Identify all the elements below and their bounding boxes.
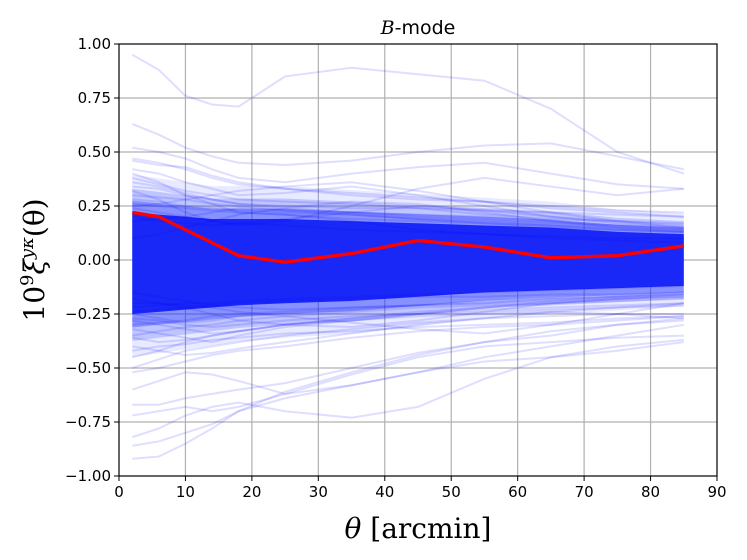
band-halo (132, 188, 684, 341)
y-tick-label: −1.00 (65, 467, 111, 485)
realization-line (132, 146, 684, 190)
y-tick-label: −0.50 (65, 359, 111, 377)
realization-line (132, 323, 684, 417)
band-halo (132, 200, 684, 328)
y-tick-label: −0.25 (65, 305, 111, 323)
realization-line (132, 181, 684, 218)
x-tick-label: 80 (641, 483, 660, 501)
y-tick-label: 0.50 (78, 143, 111, 161)
mean-line (132, 210, 685, 264)
realization-line (131, 338, 684, 439)
realization-line (132, 202, 684, 233)
realization-line (132, 291, 684, 344)
x-tick-label: 30 (309, 483, 328, 501)
realization-line (132, 295, 684, 335)
realization-line (132, 315, 684, 352)
x-tick-label: 40 (375, 483, 394, 501)
band-core (132, 212, 684, 314)
x-tick-label: 0 (114, 483, 124, 501)
realization-line (132, 207, 684, 233)
realization-line (132, 291, 684, 311)
realization-line (131, 176, 684, 227)
realization-line (131, 172, 684, 244)
realization-line (132, 291, 684, 313)
realization-line (132, 293, 684, 324)
realization-line (132, 181, 684, 229)
x-tick-label: 60 (508, 483, 527, 501)
realization-line (131, 53, 685, 175)
realization-band (132, 174, 684, 358)
realization-line (132, 168, 684, 227)
chart-title: B-mode (380, 17, 456, 39)
y-tick-label: 0.25 (78, 197, 111, 215)
y-tick-label: 0.75 (78, 89, 111, 107)
realization-line (132, 310, 684, 359)
x-axis-label: θ [arcmin] (345, 512, 492, 545)
realization-line (131, 313, 684, 369)
realization-line (132, 194, 684, 231)
realization-line (132, 302, 684, 335)
realization-line (132, 341, 684, 460)
realization-line (132, 297, 684, 337)
x-tick-label: 10 (176, 483, 195, 501)
x-tick-label: 70 (575, 483, 594, 501)
realization-line (132, 295, 684, 326)
x-axis-ticks: 0 10 20 30 40 50 60 70 80 90 (114, 476, 727, 501)
realization-line (132, 157, 684, 218)
y-tick-label: 1.00 (78, 35, 111, 53)
realization-line (132, 302, 684, 357)
y-axis-label: 109ξyκ(θ) (17, 198, 51, 321)
realization-line (132, 302, 684, 344)
realization-line (132, 304, 684, 328)
realization-line (132, 207, 684, 240)
realization-line (131, 334, 684, 395)
realization-line (132, 293, 684, 328)
realization-line (131, 122, 684, 171)
realization-line (132, 315, 684, 374)
realization-line (132, 159, 684, 214)
x-tick-label: 90 (707, 483, 726, 501)
realization-line (132, 319, 684, 406)
realization-line (132, 176, 684, 225)
realization-line (132, 185, 684, 229)
y-axis-ticks: −1.00 −0.75 −0.50 −0.25 0.00 0.25 0.50 0.75 1.00 (65, 35, 119, 485)
grid (119, 44, 717, 476)
mean-series (132, 210, 685, 264)
band-halo (132, 174, 684, 358)
x-tick-label: 50 (442, 483, 461, 501)
y-tick-label: −0.75 (65, 413, 111, 431)
x-tick-label: 20 (242, 483, 261, 501)
realization-line (132, 317, 684, 447)
realization-line (132, 204, 684, 229)
realization-line (132, 198, 684, 231)
y-tick-label: 0.00 (78, 251, 111, 269)
realization-line (132, 284, 684, 309)
